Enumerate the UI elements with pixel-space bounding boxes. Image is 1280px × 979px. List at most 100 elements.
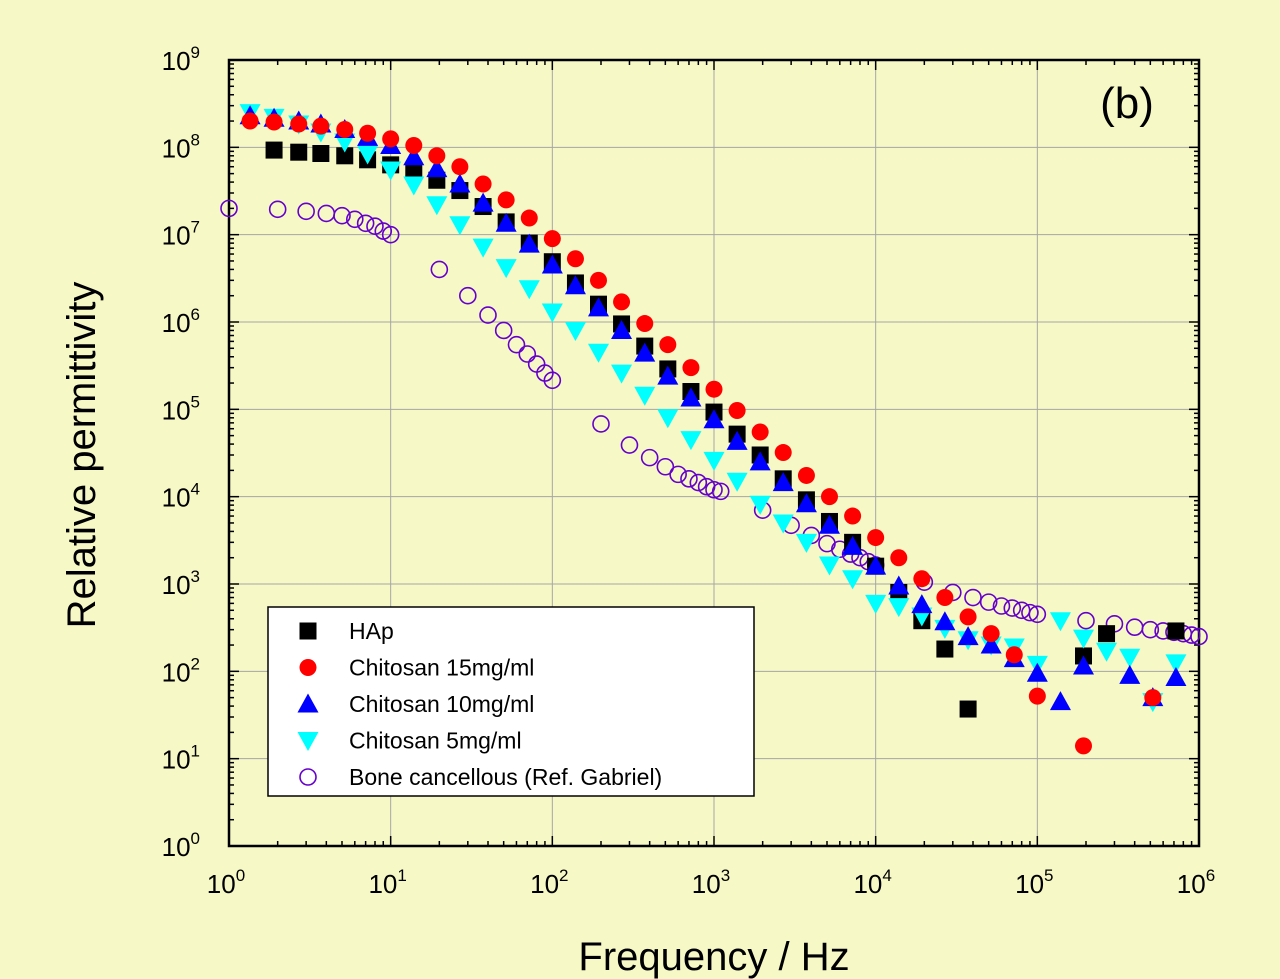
data-point <box>297 202 315 221</box>
legend-marker <box>297 693 319 713</box>
data-point <box>865 594 887 614</box>
data-point <box>527 355 546 373</box>
data-point <box>634 386 656 406</box>
data-point <box>312 144 330 162</box>
data-point <box>705 380 723 398</box>
legend-marker <box>299 622 317 640</box>
data-point <box>772 472 794 492</box>
data-point <box>381 225 400 244</box>
data-point <box>1190 627 1208 646</box>
data-point <box>1096 642 1118 662</box>
data-point <box>703 451 725 471</box>
data-point <box>312 117 330 135</box>
data-point <box>290 143 308 161</box>
data-point <box>592 415 610 433</box>
data-point <box>1165 666 1187 686</box>
data-point <box>265 141 283 159</box>
data-point <box>795 533 817 553</box>
data-point <box>479 306 497 324</box>
data-point <box>241 112 259 130</box>
data-point <box>451 158 469 176</box>
data-point <box>518 345 537 363</box>
data-point <box>703 409 725 429</box>
data-point <box>992 597 1011 615</box>
y-tick-label: 102 <box>162 654 200 687</box>
legend-label: Bone cancellous (Ref. Gabriel) <box>349 764 662 790</box>
data-point <box>865 555 887 575</box>
data-point <box>1028 687 1046 705</box>
data-point <box>495 259 517 279</box>
x-tick-label: 103 <box>692 866 730 899</box>
data-point <box>936 589 954 607</box>
data-point <box>634 342 656 362</box>
data-point <box>1003 599 1022 617</box>
legend-label: Chitosan 10mg/ml <box>349 691 534 717</box>
data-point <box>1005 646 1023 664</box>
data-point <box>333 206 351 225</box>
data-point <box>820 488 838 506</box>
x-tick-label: 100 <box>207 866 245 899</box>
data-point <box>1026 662 1048 682</box>
data-point <box>982 625 1000 643</box>
data-point <box>541 303 563 323</box>
data-point <box>659 336 677 354</box>
data-point <box>336 147 354 165</box>
data-point <box>964 588 982 607</box>
legend: HAp Chitosan 15mg/ml Chitosan 10mg/ml Chito… <box>267 606 755 797</box>
data-point <box>1074 737 1092 755</box>
data-point <box>844 507 862 525</box>
data-point <box>1125 618 1144 637</box>
data-point <box>613 293 631 311</box>
data-point <box>317 204 336 223</box>
legend-label: HAp <box>349 618 394 644</box>
data-point <box>957 626 979 646</box>
data-point <box>913 570 931 588</box>
data-point <box>474 175 492 193</box>
data-point <box>1049 612 1071 632</box>
data-point <box>1028 605 1047 624</box>
data-point <box>959 608 977 626</box>
data-point <box>640 448 659 467</box>
data-point <box>728 401 746 419</box>
data-point <box>705 480 723 499</box>
data-point <box>842 570 864 590</box>
data-point <box>357 145 379 165</box>
legend-label: Chitosan 15mg/ml <box>349 655 534 681</box>
data-point <box>680 387 702 407</box>
data-point <box>472 238 494 258</box>
data-point <box>980 634 1002 654</box>
data-point <box>543 230 561 248</box>
data-point <box>689 473 708 492</box>
data-point <box>774 444 792 462</box>
data-point <box>842 535 864 555</box>
data-point <box>426 158 448 178</box>
data-point <box>566 250 584 268</box>
data-point <box>356 214 375 233</box>
data-point <box>403 146 425 166</box>
data-point <box>657 409 679 429</box>
data-point <box>726 430 748 450</box>
data-point <box>959 700 977 718</box>
data-point <box>520 209 538 227</box>
data-point <box>657 365 679 385</box>
data-point <box>751 423 769 441</box>
data-point <box>979 593 998 611</box>
data-point <box>428 147 446 165</box>
data-point <box>611 364 633 384</box>
data-point <box>934 611 956 631</box>
data-point <box>656 457 675 476</box>
legend-label: Chitosan 5mg/ml <box>349 728 522 754</box>
data-point <box>359 124 377 142</box>
legend-marker <box>299 659 317 676</box>
x-tick-label: 101 <box>368 866 406 899</box>
data-point <box>867 529 885 547</box>
x-axis-title: Frequency / Hz <box>578 935 849 979</box>
data-point <box>682 359 700 377</box>
data-point <box>1144 689 1162 707</box>
data-point <box>336 121 354 139</box>
legend-marker <box>297 732 319 751</box>
legend-box <box>267 606 755 797</box>
y-tick-label: 108 <box>162 130 200 163</box>
data-point <box>888 575 910 595</box>
